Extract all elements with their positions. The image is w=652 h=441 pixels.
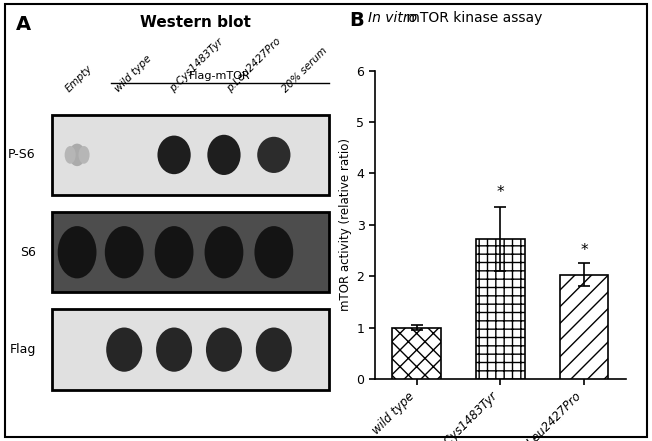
Text: *: * xyxy=(580,243,588,258)
Ellipse shape xyxy=(78,146,89,164)
Text: wild type: wild type xyxy=(113,54,153,94)
Text: S6: S6 xyxy=(20,246,36,259)
Text: B: B xyxy=(349,11,364,30)
Text: p.Leu2427Pro: p.Leu2427Pro xyxy=(225,36,283,94)
Text: mTOR kinase assay: mTOR kinase assay xyxy=(402,11,542,25)
Ellipse shape xyxy=(105,226,143,278)
Bar xyxy=(476,239,525,379)
Ellipse shape xyxy=(158,135,191,174)
Text: *: * xyxy=(497,185,504,200)
Ellipse shape xyxy=(207,135,241,175)
Ellipse shape xyxy=(205,226,243,278)
Ellipse shape xyxy=(69,144,85,166)
Ellipse shape xyxy=(106,328,142,372)
Text: p.Cys1483Tyr: p.Cys1483Tyr xyxy=(168,37,225,94)
Ellipse shape xyxy=(258,137,291,173)
Ellipse shape xyxy=(206,328,242,372)
Text: 20% serum: 20% serum xyxy=(280,45,329,94)
Text: P-S6: P-S6 xyxy=(8,148,36,161)
Text: Western blot: Western blot xyxy=(140,15,251,30)
Ellipse shape xyxy=(57,226,96,278)
Y-axis label: mTOR activity (relative ratio): mTOR activity (relative ratio) xyxy=(339,138,352,311)
Ellipse shape xyxy=(156,328,192,372)
Text: Empty: Empty xyxy=(64,64,95,94)
Bar xyxy=(52,310,329,390)
Ellipse shape xyxy=(254,226,293,278)
Bar xyxy=(560,275,608,379)
Bar xyxy=(393,328,441,379)
Ellipse shape xyxy=(65,146,76,164)
Text: Flag-mTOR: Flag-mTOR xyxy=(189,71,251,81)
Ellipse shape xyxy=(155,226,194,278)
Text: A: A xyxy=(16,15,31,34)
Ellipse shape xyxy=(256,328,292,372)
Bar xyxy=(52,115,329,195)
Text: Flag: Flag xyxy=(10,343,36,356)
Bar xyxy=(52,212,329,292)
Text: In vitro: In vitro xyxy=(368,11,417,25)
